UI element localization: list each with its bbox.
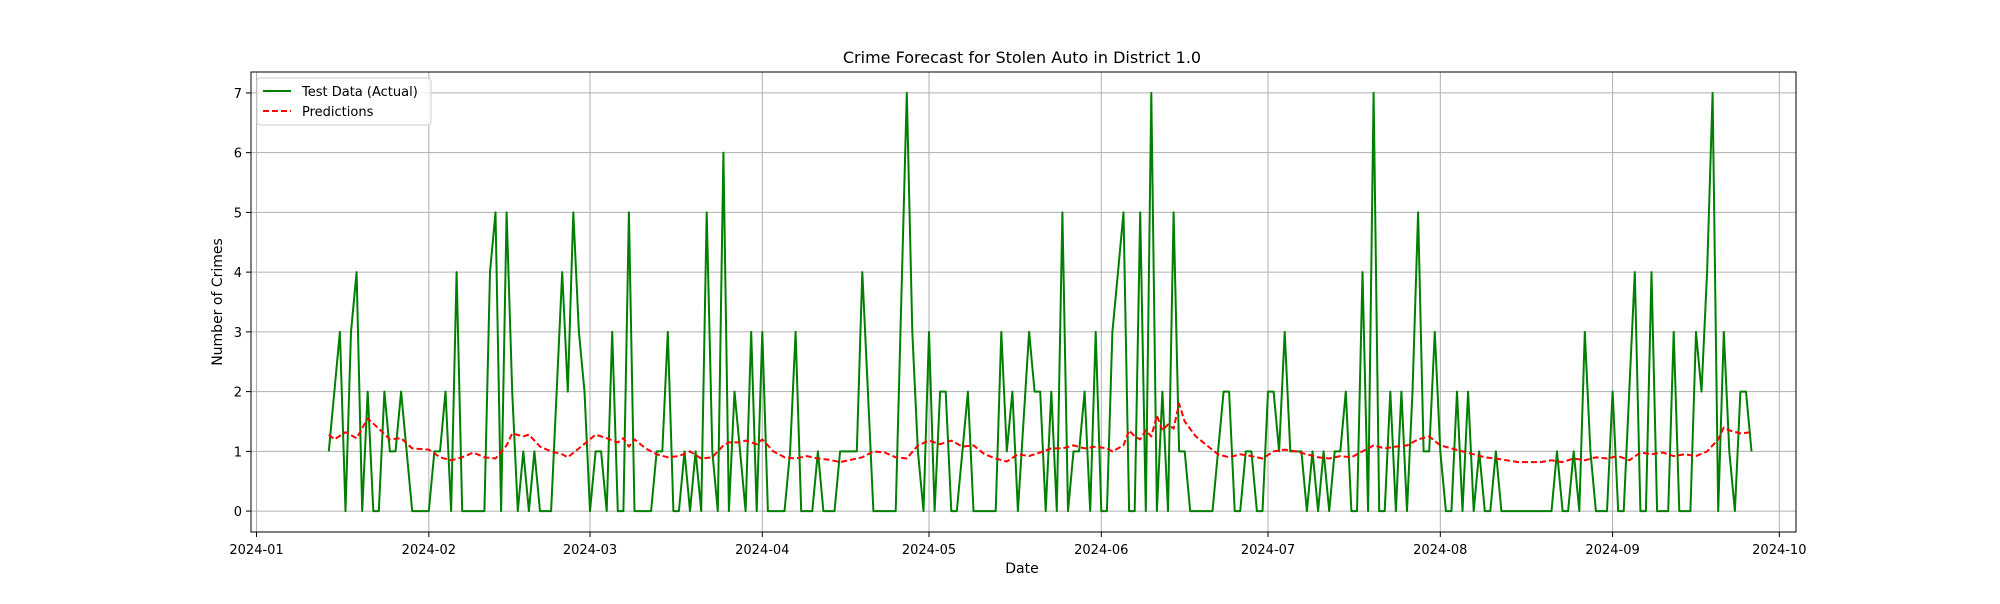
y-tick-label: 7 [234,87,242,102]
y-tick-label: 0 [234,505,242,520]
legend-label-predictions: Predictions [302,105,374,120]
x-tick-label: 2024-05 [902,543,956,558]
y-tick-label: 3 [234,326,242,341]
y-tick-label: 5 [234,206,242,221]
y-axis-label: Number of Crimes [210,238,226,366]
x-tick-label: 2024-09 [1585,543,1639,558]
x-tick-label: 2024-03 [563,543,617,558]
x-tick-label: 2024-04 [735,543,789,558]
x-axis: 2024-01 2024-02 2024-03 2024-04 2024-05 2024-… [229,532,1806,558]
plot-frame [250,71,1797,533]
y-tick-label: 2 [234,386,242,401]
legend-box [256,77,432,126]
x-tick-label: 2024-10 [1752,543,1806,558]
y-tick-label: 6 [234,147,242,162]
x-tick-label: 2024-01 [229,543,283,558]
series-line-predictions [328,402,1752,464]
chart-title: Crime Forecast for Stolen Auto in Distri… [843,48,1201,67]
plot-area [327,91,1753,513]
series-line-actual [327,91,1753,513]
x-tick-label: 2024-07 [1241,543,1295,558]
x-tick-label: 2024-08 [1413,543,1467,558]
x-axis-label: Date [1005,561,1038,577]
y-axis: 0 1 2 3 4 5 6 7 [234,87,251,520]
legend: Test Data (Actual) Predictions [256,77,432,126]
x-tick-label: 2024-02 [402,543,456,558]
legend-label-actual: Test Data (Actual) [301,85,418,100]
x-tick-label: 2024-06 [1074,543,1128,558]
y-tick-label: 4 [234,266,242,281]
y-tick-label: 1 [234,445,242,460]
